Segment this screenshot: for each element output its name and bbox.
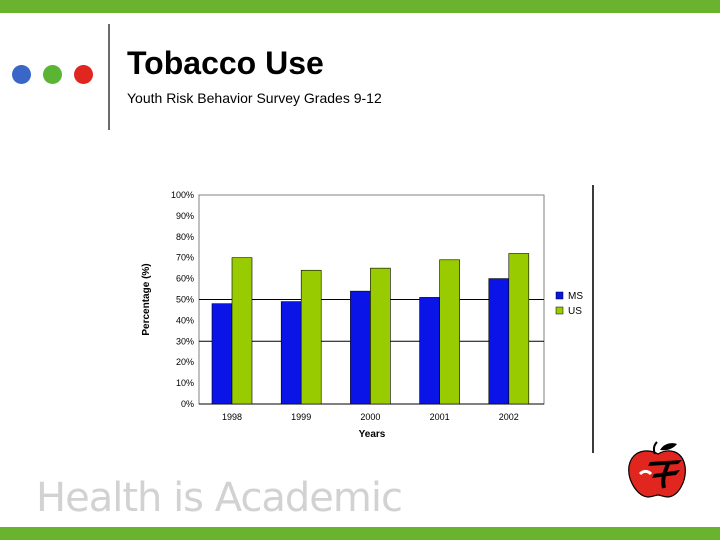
x-tick-label: 2001 xyxy=(430,412,450,422)
bar-ms-2000 xyxy=(350,290,371,405)
bar-us-2001 xyxy=(439,259,460,405)
y-tick-label: 20% xyxy=(176,357,194,367)
slide-title: Tobacco Use xyxy=(127,45,324,81)
y-axis-label: Percentage (%) xyxy=(141,263,152,335)
bar-us-2002 xyxy=(508,253,530,405)
y-tick-label: 30% xyxy=(176,336,194,346)
x-tick-label: 2000 xyxy=(360,412,380,422)
apple-stem xyxy=(652,441,658,455)
y-tick-label: 40% xyxy=(176,315,194,325)
y-tick-label: 0% xyxy=(181,399,194,409)
bar-ms-1998 xyxy=(211,303,233,405)
title-divider xyxy=(108,24,110,130)
bar-ms-1999 xyxy=(280,301,302,405)
apple-logo-icon xyxy=(628,441,686,498)
y-tick-label: 80% xyxy=(176,232,194,242)
x-tick-label: 1999 xyxy=(291,412,311,422)
chart-legend: MS US xyxy=(555,291,583,317)
y-tick-label: 90% xyxy=(176,211,194,221)
top-accent-bar xyxy=(0,0,720,13)
apple-stroke-1 xyxy=(661,463,670,489)
bar-chart: 0% 10% 20% 30% 40% 50% 60% 70% 80% 90% 100% 1998 199… xyxy=(141,190,545,440)
legend-swatch-ms xyxy=(555,291,564,300)
footer-brand-text: Health is Academic xyxy=(36,475,403,521)
bar-us-1999 xyxy=(300,269,322,405)
decor-dot-red xyxy=(74,65,93,84)
y-tick-label: 70% xyxy=(176,253,194,263)
apple-stripe-1 xyxy=(648,460,682,466)
legend-label-ms: MS xyxy=(568,291,583,302)
legend-label-us: US xyxy=(568,306,582,317)
bar-ms-2002 xyxy=(488,278,510,405)
bar-ms-2001 xyxy=(419,297,440,405)
slide-subtitle: Youth Risk Behavior Survey Grades 9-12 xyxy=(127,90,382,106)
bottom-accent-bar xyxy=(0,527,720,540)
right-divider-line xyxy=(592,185,594,453)
apple-leaf xyxy=(660,443,677,451)
bar-us-1998 xyxy=(231,257,253,405)
decor-dot-green xyxy=(43,65,62,84)
apple-stripe-2 xyxy=(652,470,680,478)
x-axis-label: Years xyxy=(359,429,386,440)
y-tick-label: 100% xyxy=(171,190,194,200)
y-tick-label: 10% xyxy=(176,378,194,388)
y-tick-label: 50% xyxy=(176,295,194,305)
legend-swatch-us xyxy=(555,306,564,315)
x-tick-label: 1998 xyxy=(222,412,242,422)
x-tick-label: 2002 xyxy=(499,412,519,422)
y-tick-label: 60% xyxy=(176,274,194,284)
bar-us-2000 xyxy=(370,267,391,405)
apple-highlight xyxy=(638,469,653,476)
decor-dot-blue xyxy=(12,65,31,84)
